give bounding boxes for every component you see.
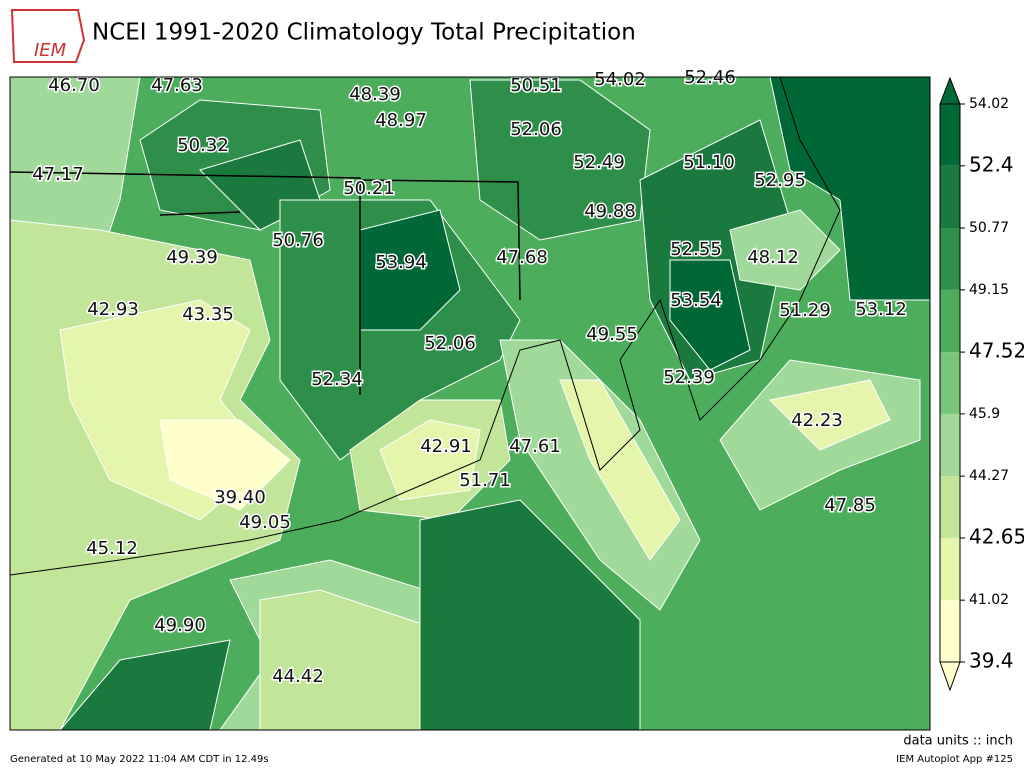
colorbar-segment <box>940 476 960 538</box>
colorbar-tick-label: 50.77 <box>969 220 1009 236</box>
station-value: 53.12 <box>855 299 907 320</box>
colorbar-segment <box>940 600 960 662</box>
colorbar-tick-label: 52.4 <box>969 152 1014 176</box>
station-value: 47.63 <box>151 75 203 96</box>
station-value: 50.51 <box>510 75 562 96</box>
station-value: 50.32 <box>177 135 229 156</box>
station-value: 49.39 <box>166 247 218 268</box>
station-value: 47.61 <box>509 436 561 457</box>
station-value: 44.42 <box>272 666 324 687</box>
station-value: 43.35 <box>182 304 234 325</box>
station-value: 52.55 <box>670 239 722 260</box>
colorbar-segment <box>940 413 960 477</box>
colorbar-segment <box>940 289 960 353</box>
station-value: 49.88 <box>584 201 636 222</box>
colorbar-segment <box>940 228 960 290</box>
station-value: 52.34 <box>311 369 363 390</box>
colorbar-tick-label: 41.02 <box>969 592 1009 608</box>
generated: Generated at 10 May 2022 11:04 AM CDT in… <box>10 754 269 765</box>
station-value: 52.49 <box>573 152 625 173</box>
station-value: 52.06 <box>510 119 562 140</box>
station-value: 48.39 <box>349 84 401 105</box>
extend-top <box>939 76 961 105</box>
station-value: 45.12 <box>86 538 138 559</box>
app: IEM Autoplot App #125 <box>896 754 1013 765</box>
station-value: 51.29 <box>779 300 831 321</box>
colorbar-tick-label: 39.4 <box>969 649 1014 673</box>
colorbar-tick-label: 47.52 <box>969 339 1024 363</box>
colorbar-segment <box>940 165 960 229</box>
station-value: 50.21 <box>343 178 395 199</box>
station-value: 48.12 <box>747 247 799 268</box>
station-value: 47.17 <box>32 164 84 185</box>
station-value: 52.06 <box>424 333 476 354</box>
station-value: 46.70 <box>48 75 100 96</box>
station-value: 49.90 <box>154 615 206 636</box>
contour-region <box>469 79 651 241</box>
contour-region <box>768 379 891 451</box>
colorbar-tick-label: 54.02 <box>969 96 1009 112</box>
station-value: 47.68 <box>496 247 548 268</box>
title: NCEI 1991-2020 Climatology Total Precipi… <box>92 20 636 46</box>
station-value: 53.94 <box>375 252 427 273</box>
logo: IEM <box>10 9 86 63</box>
contour-region <box>419 499 641 731</box>
contour-region <box>559 379 681 561</box>
station-value: 53.54 <box>670 290 722 311</box>
station-value: 42.91 <box>420 436 472 457</box>
coast <box>9 76 841 576</box>
station-value: 48.97 <box>375 110 427 131</box>
extend-bottom <box>939 661 961 692</box>
contour-region <box>379 419 481 501</box>
border <box>9 171 521 395</box>
station-value: 42.23 <box>791 410 843 431</box>
station-value: 54.02 <box>594 69 646 90</box>
colorbar-segment <box>940 104 960 166</box>
station-value: 49.55 <box>586 324 638 345</box>
contour-region <box>669 259 751 371</box>
station-value: 51.71 <box>459 470 511 491</box>
station-value: 42.93 <box>87 299 139 320</box>
colorbar: 54.02 52.4 50.77 49.15 47.52 45.9 44.27 42.65 41… <box>939 76 1024 692</box>
logo-text: IEM <box>34 40 67 61</box>
station-value: 39.40 <box>214 487 266 508</box>
station-value: 52.39 <box>663 367 715 388</box>
station-value: 52.95 <box>754 170 806 191</box>
colorbar-segment <box>940 352 960 414</box>
colorbar-tick-label: 42.65 <box>969 524 1024 548</box>
colorbar-tick-label: 49.15 <box>969 282 1009 298</box>
colorbar-frame <box>939 103 961 663</box>
units: data units :: inch <box>903 734 1013 749</box>
map-frame <box>9 76 931 731</box>
contour-region <box>159 419 291 511</box>
station-value: 49.05 <box>239 512 291 533</box>
colorbar-segment <box>940 537 960 601</box>
station-value: 47.85 <box>824 495 876 516</box>
colorbar-tick-label: 44.27 <box>969 468 1009 484</box>
colorbar-tick-label: 45.9 <box>969 406 1000 422</box>
station-value: 50.76 <box>272 230 324 251</box>
station-value: 51.10 <box>683 152 735 173</box>
contour-region <box>729 209 841 291</box>
